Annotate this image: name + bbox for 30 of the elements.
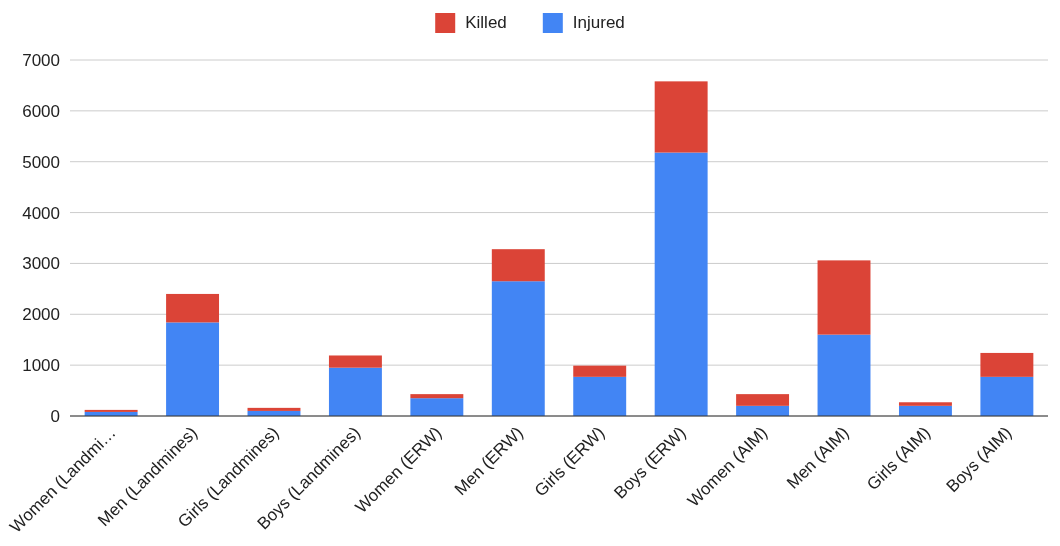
bar: [328, 367, 382, 416]
bar: [491, 281, 545, 416]
bar: [410, 394, 464, 399]
bar: [166, 322, 220, 416]
bar: [654, 81, 708, 153]
legend-label: Killed: [465, 13, 507, 32]
y-tick-label: 5000: [22, 152, 60, 172]
bar: [328, 355, 382, 368]
y-tick-label: 2000: [22, 305, 60, 325]
bar: [491, 249, 545, 282]
y-tick-label: 6000: [22, 101, 60, 121]
y-tick-label: 4000: [22, 203, 60, 223]
y-tick-label: 3000: [22, 254, 60, 274]
bar: [980, 376, 1034, 416]
bar: [817, 260, 871, 335]
bar: [166, 293, 220, 323]
bar: [898, 402, 952, 406]
bar: [654, 152, 708, 416]
y-tick-label: 7000: [22, 50, 60, 70]
y-tick-label: 1000: [22, 356, 60, 376]
bar: [980, 352, 1034, 377]
bar: [247, 407, 301, 411]
bar: [573, 376, 627, 416]
bar: [736, 394, 790, 406]
bar: [84, 409, 138, 412]
bar: [573, 365, 627, 377]
legend-label: Injured: [572, 13, 625, 32]
bar: [817, 334, 871, 416]
bar: [410, 398, 464, 416]
y-tick-label: 0: [50, 406, 60, 426]
